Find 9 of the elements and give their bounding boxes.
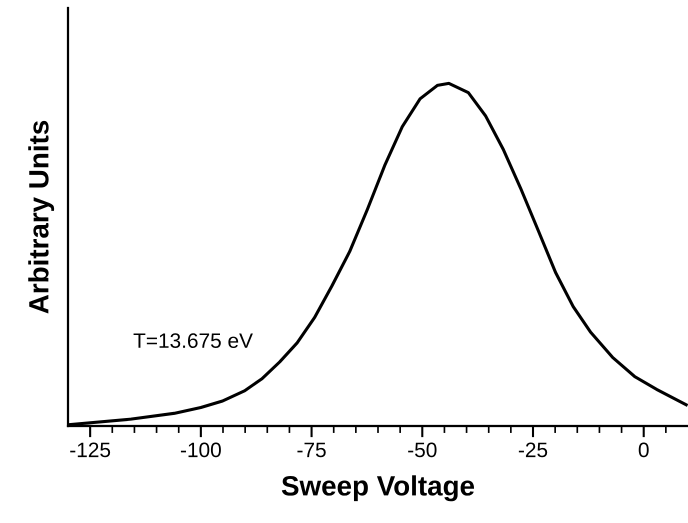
x-tick-label: -125 (70, 442, 110, 458)
x-axis-title: Sweep Voltage (282, 475, 474, 502)
x-tick-label: 0 (638, 442, 649, 458)
x-tick-label: -25 (518, 442, 548, 458)
x-tick-label: -75 (297, 442, 326, 458)
x-tick-label: -100 (180, 442, 221, 458)
y-axis-title: Arbitrary Units (28, 120, 54, 314)
annotation: T=13.675 eV (134, 333, 253, 348)
x-tick-label: -50 (408, 442, 437, 458)
